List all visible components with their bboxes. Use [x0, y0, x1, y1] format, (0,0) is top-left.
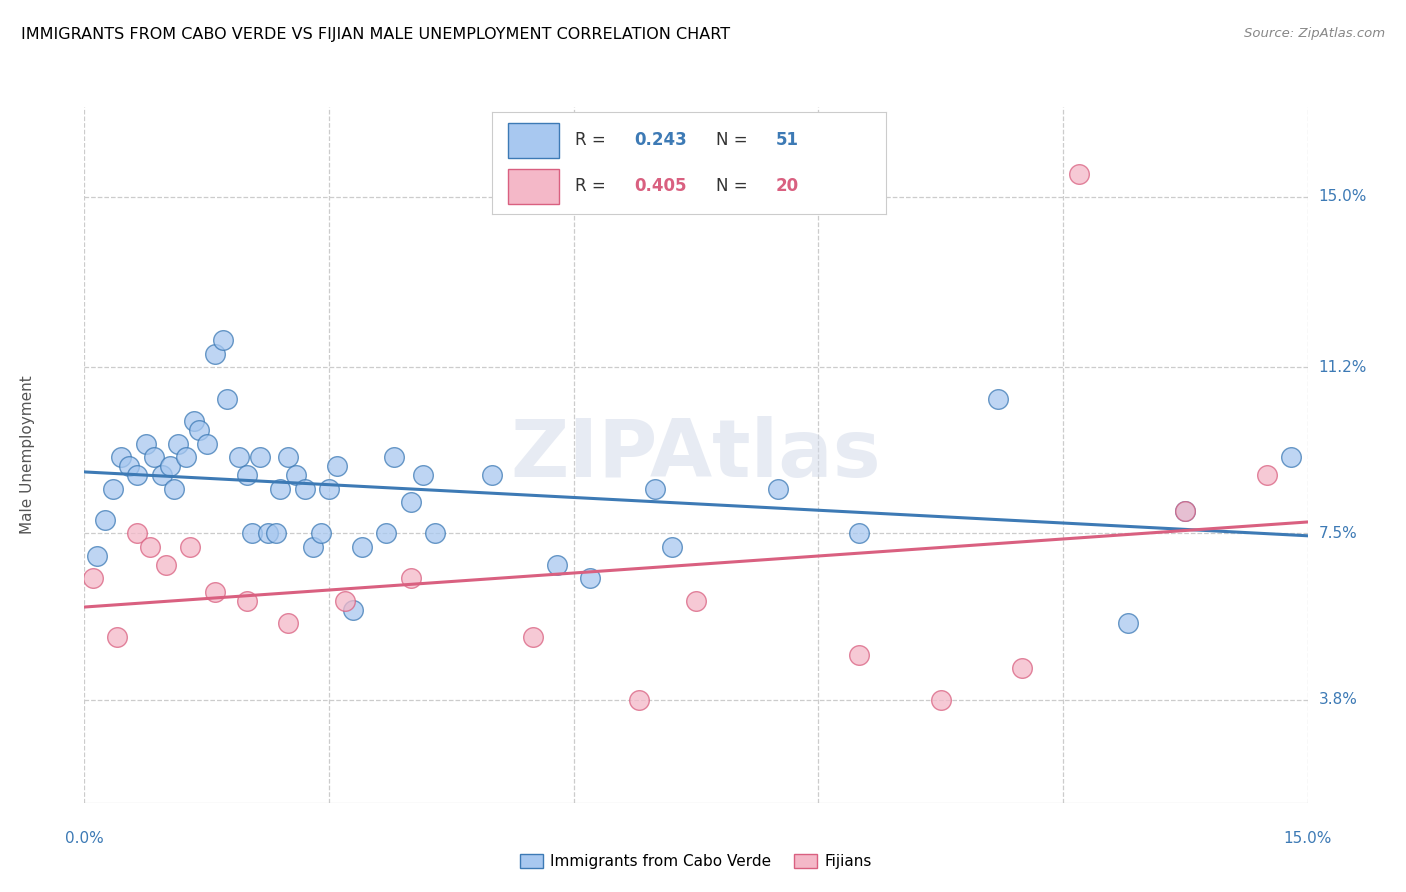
Point	[318, 482, 340, 496]
Point	[929, 692, 952, 706]
Point	[1011, 661, 1033, 675]
Point	[257, 526, 280, 541]
Point	[187, 423, 209, 437]
Point	[93, 513, 115, 527]
Text: Source: ZipAtlas.com: Source: ZipAtlas.com	[1244, 27, 1385, 40]
Text: 0.243: 0.243	[634, 131, 686, 149]
Point	[481, 468, 503, 483]
Point	[522, 630, 544, 644]
Text: 20: 20	[776, 178, 799, 195]
Point	[195, 436, 218, 450]
Point	[105, 630, 128, 644]
Point	[159, 459, 181, 474]
Text: 7.5%: 7.5%	[1319, 526, 1357, 541]
Text: 0.405: 0.405	[634, 178, 686, 195]
Text: 0.0%: 0.0%	[65, 830, 104, 846]
Point	[155, 558, 177, 572]
Text: Male Unemployment: Male Unemployment	[21, 376, 35, 534]
Text: N =: N =	[717, 131, 754, 149]
Point	[127, 468, 149, 483]
Point	[86, 549, 108, 563]
Point	[848, 648, 870, 662]
Point	[118, 459, 141, 474]
Point	[1174, 504, 1197, 518]
Point	[342, 603, 364, 617]
Point	[399, 495, 422, 509]
Point	[101, 482, 124, 496]
Point	[264, 526, 287, 541]
FancyBboxPatch shape	[508, 123, 560, 158]
Point	[1069, 167, 1091, 181]
Point	[987, 392, 1010, 406]
Point	[167, 436, 190, 450]
Text: IMMIGRANTS FROM CABO VERDE VS FIJIAN MALE UNEMPLOYMENT CORRELATION CHART: IMMIGRANTS FROM CABO VERDE VS FIJIAN MAL…	[21, 27, 730, 42]
Point	[412, 468, 434, 483]
Point	[204, 584, 226, 599]
Point	[335, 594, 357, 608]
Text: 15.0%: 15.0%	[1319, 189, 1367, 204]
Text: 15.0%: 15.0%	[1284, 830, 1331, 846]
Point	[399, 571, 422, 585]
Point	[212, 334, 235, 348]
Point	[301, 540, 323, 554]
Point	[142, 450, 165, 465]
Point	[766, 482, 789, 496]
Point	[236, 468, 259, 483]
Point	[1174, 504, 1197, 518]
Point	[285, 468, 308, 483]
Point	[150, 468, 173, 483]
Point	[163, 482, 186, 496]
Point	[277, 450, 299, 465]
Point	[326, 459, 349, 474]
Point	[382, 450, 405, 465]
Point	[350, 540, 373, 554]
Point	[627, 692, 650, 706]
Point	[228, 450, 250, 465]
Point	[644, 482, 666, 496]
Point	[375, 526, 398, 541]
Point	[249, 450, 271, 465]
Point	[661, 540, 683, 554]
Text: R =: R =	[575, 131, 610, 149]
FancyBboxPatch shape	[508, 169, 560, 204]
Point	[685, 594, 707, 608]
Point	[579, 571, 602, 585]
Point	[236, 594, 259, 608]
Point	[110, 450, 132, 465]
Point	[277, 616, 299, 631]
Point	[174, 450, 197, 465]
Point	[848, 526, 870, 541]
Point	[135, 436, 157, 450]
Text: R =: R =	[575, 178, 610, 195]
Point	[183, 414, 205, 428]
Point	[217, 392, 239, 406]
Point	[138, 540, 160, 554]
Point	[309, 526, 332, 541]
Point	[269, 482, 291, 496]
Point	[423, 526, 446, 541]
Point	[294, 482, 316, 496]
Point	[179, 540, 201, 554]
Text: 3.8%: 3.8%	[1319, 692, 1358, 707]
Point	[127, 526, 149, 541]
Point	[204, 347, 226, 361]
Point	[1279, 450, 1302, 465]
Legend: Immigrants from Cabo Verde, Fijians: Immigrants from Cabo Verde, Fijians	[513, 848, 879, 875]
Point	[1116, 616, 1139, 631]
Point	[546, 558, 568, 572]
Text: 11.2%: 11.2%	[1319, 359, 1367, 375]
Text: 51: 51	[776, 131, 799, 149]
Point	[240, 526, 263, 541]
Text: N =: N =	[717, 178, 754, 195]
Text: ZIPAtlas: ZIPAtlas	[510, 416, 882, 494]
Point	[1256, 468, 1278, 483]
Point	[82, 571, 104, 585]
